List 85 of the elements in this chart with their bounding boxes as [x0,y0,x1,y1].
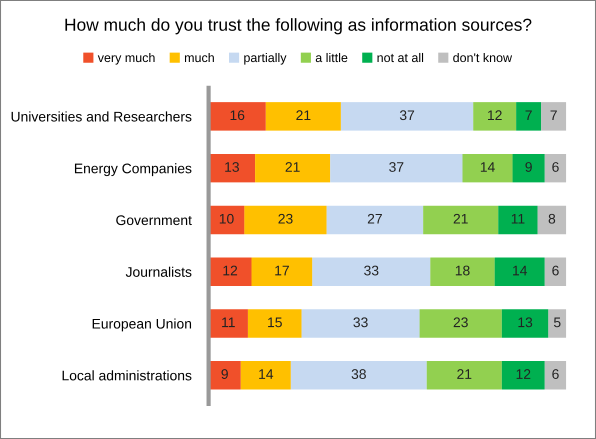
data-label: 21 [286,162,300,172]
legend-label: much [184,52,214,62]
legend-label: don't know [453,52,512,62]
bar [541,102,566,131]
bar [420,309,502,338]
data-label: 27 [368,214,382,224]
data-label: 16 [230,110,244,120]
bar [462,154,513,182]
bar [426,361,502,390]
data-label: 13 [225,162,239,172]
legend-label: very much [98,52,155,65]
data-label: 17 [275,266,289,276]
bar [473,102,516,131]
bar [208,154,256,182]
y-tick-label: Energy Companies [74,163,192,176]
data-label: 6 [552,162,559,172]
data-label: 33 [364,266,378,276]
data-label: 6 [552,266,559,276]
bar [208,102,266,131]
bar [494,257,545,286]
data-label: 18 [456,266,470,276]
data-label: 23 [454,317,468,328]
data-label: 9 [525,162,532,172]
bar [312,257,430,286]
data-label: 10 [220,214,234,224]
data-label: 12 [488,110,502,120]
data-label: 8 [548,214,556,224]
bar [208,361,241,390]
data-label: 7 [526,110,532,120]
bar [330,154,462,182]
data-label: 14 [513,266,528,276]
bar [326,206,424,234]
bar [498,206,538,234]
chart-title: How much do you trust the following as information sources? [65,18,532,34]
bar [208,257,252,286]
bar [423,206,498,234]
bar [544,154,566,182]
bar [538,206,566,234]
bar [512,154,545,182]
data-label: 7 [550,110,557,120]
bar [266,102,341,131]
bar [302,309,420,338]
data-label: 21 [454,214,468,224]
bar [430,257,495,286]
bar [248,309,302,338]
data-label: 12 [223,266,238,276]
y-tick-label: Journalists [126,266,192,277]
y-tick-label: Local administrations [62,370,192,380]
bar [290,361,427,390]
data-label: 14 [259,369,274,379]
bar [208,309,248,338]
data-label: 11 [222,318,235,328]
bar [548,309,566,338]
bar [208,206,244,234]
data-label: 15 [268,318,282,328]
bar [255,154,330,182]
data-label: 14 [480,162,495,172]
legend-label: not at all [377,52,424,62]
data-label: 12 [516,369,530,379]
bar [516,102,542,131]
data-label: 13 [518,317,532,328]
data-label: 6 [552,369,559,380]
data-label: 5 [554,318,561,328]
bar [240,361,291,390]
bar [544,257,566,286]
data-label: 37 [389,162,404,172]
data-label: 33 [353,317,368,328]
y-tick-label: Universities and Researchers [12,111,192,122]
bar [244,206,327,234]
data-label: 37 [400,110,414,120]
bar [502,361,545,390]
bar [252,257,312,286]
legend-label: a little [316,52,348,62]
bar [544,361,566,390]
data-label: 38 [352,369,366,380]
data-label: 9 [221,369,228,380]
y-tick-label: European Union [92,318,192,332]
data-label: 21 [457,369,472,379]
legend-label: partially [244,52,286,65]
data-label: 11 [512,214,524,224]
bar [502,309,548,338]
data-label: 23 [278,214,293,224]
data-label: 21 [296,110,310,120]
bar [340,102,474,131]
y-tick-label: Government [116,215,192,226]
